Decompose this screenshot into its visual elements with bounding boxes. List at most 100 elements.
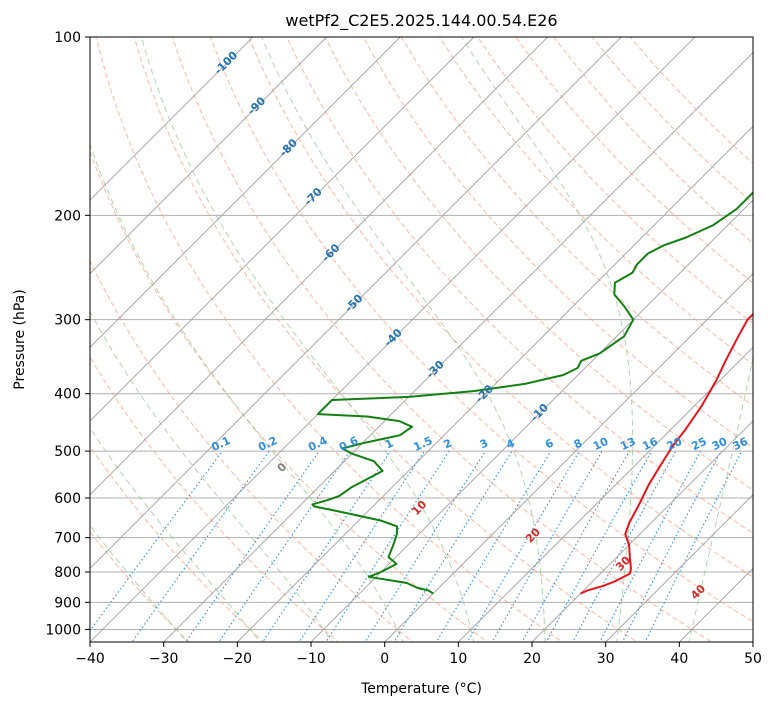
dry-adiabat-130 [515, 37, 753, 284]
moist-adiabat-label-10: 10 [409, 498, 429, 518]
x-tick-label-40: 40 [670, 651, 688, 667]
isotherm-label-m90: -90 [245, 94, 268, 117]
dry-adiabat-120 [477, 37, 753, 325]
isotherm-m90 [90, 37, 328, 275]
isotherm-m70 [90, 37, 475, 422]
mixing-ratio-label-6: 6 [543, 436, 556, 451]
chart-title: wetPf2_C2E5.2025.144.00.54.E26 [285, 11, 557, 31]
mixing-ratio-line-1p5 [298, 450, 425, 642]
isotherm-label-m80: -80 [277, 136, 300, 159]
mixing-ratio-line-3 [364, 450, 486, 642]
mixing-ratio-label-4: 4 [504, 436, 517, 451]
y-tick-label-800: 800 [54, 565, 81, 581]
mixing-ratio-label-36: 36 [731, 435, 751, 453]
isotherms [90, 37, 753, 642]
sounding-series [311, 191, 753, 595]
mixing-ratio-line-30 [621, 450, 722, 642]
dry-adiabat-60 [248, 37, 753, 578]
isotherm-m100 [90, 37, 254, 201]
isotherm-label-m70: -70 [302, 185, 325, 208]
mixing-ratio-line-0p6 [218, 450, 351, 642]
y-tick-label-500: 500 [54, 444, 81, 460]
mixing-ratio-line-0p2 [131, 450, 270, 642]
isotherm-label-m50: -50 [342, 292, 365, 315]
mixing-ratio-line-8 [466, 450, 580, 642]
dry-adiabat-40 [171, 37, 713, 642]
moist-adiabat-30 [461, 37, 634, 642]
y-tick-label-700: 700 [54, 531, 81, 547]
mixing-ratio-label-13: 13 [618, 435, 637, 453]
y-tick-label-900: 900 [54, 595, 81, 611]
dry-adiabat-30 [133, 37, 638, 642]
isotherm-m80 [90, 37, 401, 348]
temperature-line [579, 312, 753, 595]
mixing-ratio-lines [90, 450, 743, 642]
isotherm-40 [678, 567, 753, 642]
x-tick-label-30: 30 [597, 651, 615, 667]
isotherm-30 [605, 494, 753, 642]
dewpoint-line [311, 191, 753, 595]
isotherm-m30 [163, 52, 753, 642]
isotherm-0 [384, 273, 753, 642]
moist-adiabat-20 [261, 37, 546, 642]
dry-adiabat-20 [95, 37, 564, 642]
dry-adiabat-90 [362, 37, 753, 449]
isotherm-m50 [90, 37, 622, 569]
isotherm-m60 [90, 37, 549, 496]
moist-adiabat-m30 [90, 524, 188, 642]
moist-adiabat-50 [759, 37, 775, 654]
plot-frame [89, 36, 754, 643]
mixing-ratio-line-4 [393, 450, 513, 642]
x-tick-label-10: 10 [449, 651, 467, 667]
y-tick-label-100: 100 [54, 30, 81, 46]
mixing-ratio-line-0p1 [90, 450, 223, 632]
y-tick-label-600: 600 [54, 491, 81, 507]
mixing-ratio-label-3: 3 [478, 436, 490, 451]
dry-adiabat-50 [209, 37, 753, 623]
y-tick-label-1000: 1000 [45, 622, 81, 638]
dry-adiabat-10 [90, 150, 489, 642]
dry-adiabat-160 [629, 37, 753, 165]
x-tick-label-m10: −10 [296, 651, 326, 667]
dry-adiabats [90, 37, 753, 642]
mixing-ratio-line-16 [545, 450, 653, 642]
x-axis-label: Temperature (°C) [360, 681, 482, 697]
mixing-ratio-line-6 [435, 450, 552, 642]
dry-adiabat-m20 [90, 445, 265, 642]
y-tick-label-200: 200 [54, 208, 81, 224]
plot-area: 0.1 0.2 0.4 0.6 1 1.5 2 3 4 6 8 10 13 16 20 25 30 36-100-… [90, 37, 775, 654]
mixing-ratio-line-36 [644, 450, 743, 642]
y-axis-ticks: 100 200 300 400 500 600 700 800 900 1000 [45, 30, 90, 638]
mixing-ratio-label-10: 10 [591, 435, 611, 453]
dry-adiabat-150 [591, 37, 753, 204]
moist-adiabats [90, 37, 775, 654]
x-tick-label-50: 50 [744, 651, 762, 667]
x-axis-ticks: −40 −30 −20 −10 0 10 20 30 40 50 [75, 642, 762, 667]
mixing-ratio-label-20: 20 [665, 435, 685, 453]
isotherm-20 [531, 420, 753, 642]
moist-adiabat-m20 [90, 427, 261, 642]
y-tick-label-400: 400 [54, 387, 81, 403]
x-tick-label-20: 20 [523, 651, 541, 667]
moist-adiabat-label-40: 40 [688, 582, 708, 602]
isotherm-m20 [236, 125, 753, 642]
mixing-ratio-line-2 [325, 450, 450, 642]
dry-adiabat-m30 [90, 531, 190, 642]
isotherm-label-m40: -40 [382, 326, 405, 349]
isotherm-m40 [90, 37, 696, 642]
mixing-ratio-line-0p4 [185, 450, 320, 642]
mixing-ratio-line-20 [572, 450, 677, 642]
isotherm-label-m100: -100 [212, 48, 241, 77]
moist-adiabat-40 [688, 355, 753, 642]
mixing-ratio-label-2: 2 [442, 436, 454, 451]
moist-adiabat-10 [140, 37, 475, 642]
mixing-ratio-line-10 [491, 450, 603, 642]
mixing-ratio-line-25 [599, 450, 701, 642]
dry-adiabat-70 [286, 37, 753, 534]
isotherm-label-m20: -20 [473, 382, 496, 405]
moist-adiabat-m10 [90, 310, 333, 642]
isotherm-label-m10: -10 [528, 401, 551, 424]
x-tick-label-m20: −20 [223, 651, 253, 667]
y-axis-label: Pressure (hPa) [12, 289, 28, 389]
